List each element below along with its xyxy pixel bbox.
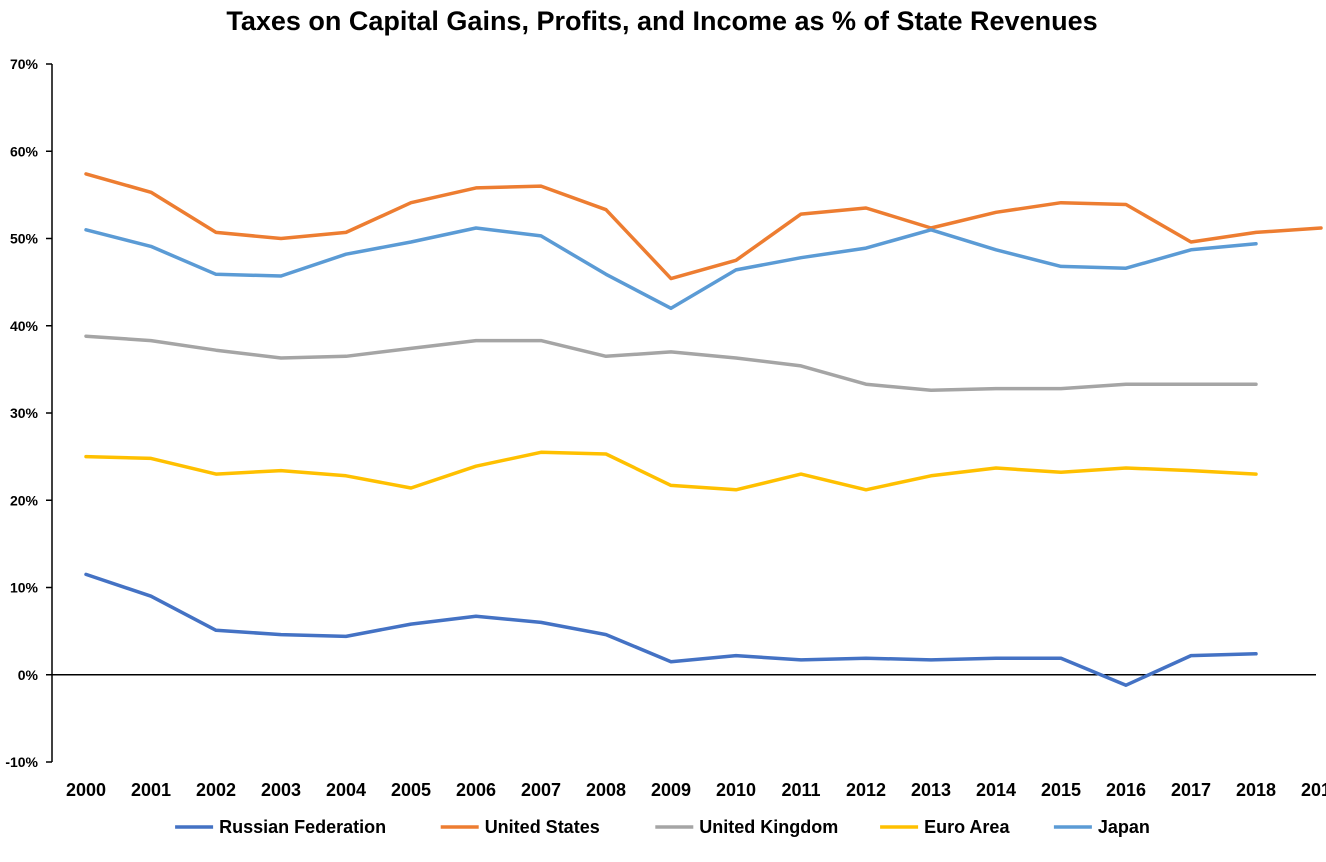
- x-tick-label: 2003: [261, 780, 301, 800]
- x-tick-label: 2013: [911, 780, 951, 800]
- x-tick-label: 2002: [196, 780, 236, 800]
- series-line-united-kingdom: [84, 334, 1258, 393]
- series-line-russian-federation: [84, 572, 1258, 687]
- y-tick-label: 0%: [18, 667, 39, 683]
- x-tick-label: 2005: [391, 780, 431, 800]
- x-tick-label: 2011: [781, 780, 820, 800]
- series-line-japan: [84, 226, 1258, 311]
- x-tick-label: 2014: [976, 780, 1016, 800]
- y-tick-label: 60%: [10, 143, 39, 159]
- series-lines: [84, 172, 1323, 687]
- legend-label-euro-area: Euro Area: [924, 817, 1010, 837]
- legend-label-united-kingdom: United Kingdom: [699, 817, 838, 837]
- x-tick-label: 2008: [586, 780, 626, 800]
- y-tick-label: 40%: [10, 318, 39, 334]
- x-tick-label: 2010: [716, 780, 756, 800]
- y-tick-label: 50%: [10, 231, 39, 247]
- series-line-united-states: [84, 172, 1323, 281]
- y-tick-label: -10%: [5, 754, 38, 770]
- x-tick-label: 2004: [326, 780, 366, 800]
- x-tick-label: 2017: [1171, 780, 1211, 800]
- y-tick-label: 20%: [10, 492, 39, 508]
- legend-label-united-states: United States: [485, 817, 600, 837]
- x-axis: 2000 2001 2002 2003 2004 2005 2006 2007 2008 2009…: [52, 674, 1326, 800]
- x-tick-label: 2009: [651, 780, 691, 800]
- series-line-euro-area: [84, 450, 1258, 492]
- legend: Russian Federation United States United Ki…: [175, 817, 1150, 837]
- chart-title: Taxes on Capital Gains, Profits, and Inc…: [226, 6, 1097, 36]
- x-tick-label: 2007: [521, 780, 561, 800]
- y-tick-label: 30%: [10, 405, 39, 421]
- legend-label-russian-federation: Russian Federation: [219, 817, 386, 837]
- x-tick-label: 2019: [1301, 780, 1326, 800]
- y-axis: -10% 0% 10% 20% 30% 40% 50% 60% 70%: [5, 56, 53, 770]
- y-tick-label: 10%: [10, 580, 39, 596]
- x-tick-label: 2001: [131, 780, 171, 800]
- x-tick-label: 2015: [1041, 780, 1081, 800]
- x-tick-label: 2018: [1236, 780, 1276, 800]
- x-tick-label: 2016: [1106, 780, 1146, 800]
- x-tick-label: 2000: [66, 780, 106, 800]
- x-tick-label: 2006: [456, 780, 496, 800]
- y-tick-label: 70%: [10, 56, 39, 72]
- legend-label-japan: Japan: [1098, 817, 1150, 837]
- x-tick-label: 2012: [846, 780, 886, 800]
